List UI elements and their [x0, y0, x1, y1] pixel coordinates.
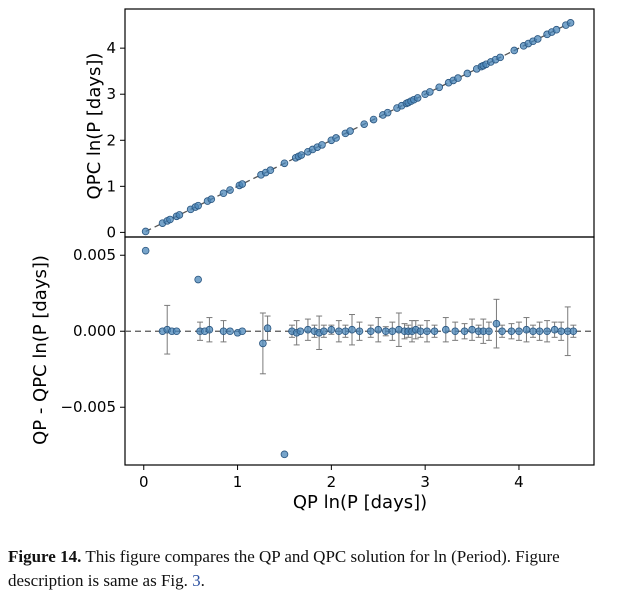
- top-data-point: [141, 227, 150, 236]
- y-tick-label: 3: [106, 85, 116, 103]
- bottom-data-point: [238, 327, 247, 336]
- bottom-data-point: [263, 324, 272, 333]
- bottom-data-point: [341, 327, 350, 336]
- y-tick-label: 1: [106, 177, 116, 195]
- bottom-data-point: [485, 327, 493, 336]
- y-tick-label: 2: [106, 131, 116, 149]
- bottom-data-point: [492, 319, 501, 328]
- bottom-data-point: [280, 450, 289, 459]
- x-tick-label: 3: [420, 473, 430, 491]
- caption-figure-reference-link[interactable]: 3: [192, 571, 201, 590]
- top-data-point: [207, 195, 216, 204]
- bottom-data-point: [205, 325, 214, 334]
- top-data-point: [266, 166, 275, 175]
- y-tick-label: −0.005: [60, 398, 116, 416]
- bottom-data-point: [569, 327, 578, 336]
- bottom-data-point: [535, 327, 544, 336]
- bottom-data-point: [460, 327, 469, 336]
- bottom-data-point: [557, 327, 565, 336]
- x-tick-label: 4: [514, 473, 524, 491]
- bottom-y-axis-label: QP - QPC ln(P [days]): [30, 255, 51, 445]
- top-data-point: [280, 159, 289, 168]
- top-data-point: [318, 141, 326, 149]
- top-data-point: [332, 134, 340, 142]
- bottom-data-point: [304, 325, 312, 334]
- y-tick-label: 0.005: [73, 246, 116, 264]
- top-data-point: [510, 46, 519, 55]
- top-data-point: [435, 83, 444, 92]
- top-data-point: [360, 120, 368, 128]
- top-data-point: [346, 127, 354, 135]
- bottom-data-point: [388, 327, 397, 336]
- bottom-data-point: [194, 275, 202, 284]
- bottom-data-point: [296, 327, 305, 336]
- figure: 0 1 2 3 4 0.005 0.000 −0.005 0 1 2 3 4 QP ln(P [da…: [30, 8, 595, 513]
- bottom-data-point: [543, 327, 551, 336]
- bottom-frame: [124, 236, 595, 466]
- top-y-axis-label: QPC ln(P [days]): [84, 53, 105, 200]
- top-data-point: [496, 53, 505, 62]
- top-data-point: [533, 35, 542, 43]
- bottom-data-point: [327, 325, 336, 334]
- bottom-data-point: [498, 327, 506, 336]
- top-data-point: [552, 25, 561, 34]
- top-data-point: [566, 19, 575, 27]
- bottom-data-point: [259, 339, 267, 348]
- figure-caption: Figure 14. This figure compares the QP a…: [8, 545, 626, 593]
- bottom-data-point: [522, 325, 531, 334]
- top-data-point: [454, 74, 462, 82]
- bottom-data-point: [451, 327, 459, 336]
- x-tick-label: 1: [233, 473, 243, 491]
- x-axis: 0 1 2 3 4: [139, 465, 524, 491]
- top-data-point: [463, 69, 472, 78]
- y-tick-label: 4: [106, 39, 116, 57]
- top-data-point: [175, 211, 184, 219]
- bottom-data-point: [430, 327, 439, 336]
- top-data-point: [166, 215, 174, 224]
- bottom-data-point: [381, 327, 390, 336]
- bottom-data-point: [226, 327, 234, 336]
- top-data-point: [226, 186, 234, 194]
- bottom-data-point: [441, 325, 450, 334]
- x-axis-label: QP ln(P [days]): [293, 492, 427, 513]
- y-tick-label: 0: [106, 223, 116, 241]
- top-data-point: [219, 189, 228, 198]
- bottom-data-point: [507, 327, 516, 336]
- bottom-data-point: [320, 327, 328, 336]
- bottom-data-point: [374, 325, 383, 334]
- top-data-point: [238, 180, 247, 188]
- bottom-data-point: [172, 327, 181, 336]
- bottom-data-point: [141, 246, 150, 255]
- bottom-data-point: [348, 325, 356, 334]
- top-data-point: [369, 115, 378, 124]
- y-tick-label: 0.000: [73, 322, 116, 340]
- bottom-data-point: [335, 327, 343, 336]
- top-data-point: [426, 88, 434, 96]
- bottom-data-point: [219, 327, 228, 336]
- caption-text: This figure compares the QP and QPC solu…: [8, 547, 560, 590]
- caption-label: Figure 14.: [8, 547, 82, 566]
- bottom-data-point: [355, 327, 364, 336]
- top-data-point: [194, 201, 202, 210]
- top-data-point: [297, 151, 306, 159]
- x-tick-label: 0: [139, 473, 149, 491]
- bottom-data-point: [515, 327, 523, 336]
- bottom-panel: 0.005 0.000 −0.005: [60, 236, 595, 466]
- x-tick-label: 2: [327, 473, 337, 491]
- bottom-data-point: [416, 327, 425, 336]
- top-data-point: [383, 108, 392, 117]
- bottom-data-point: [529, 327, 537, 336]
- caption-end: .: [200, 571, 205, 590]
- bottom-data-point: [423, 327, 431, 336]
- bottom-data-point: [468, 325, 476, 334]
- bottom-data-point: [366, 327, 375, 336]
- bottom-data-point: [550, 325, 559, 334]
- top-panel: 0 1 2 3 4: [106, 8, 595, 241]
- top-data-point: [413, 94, 422, 102]
